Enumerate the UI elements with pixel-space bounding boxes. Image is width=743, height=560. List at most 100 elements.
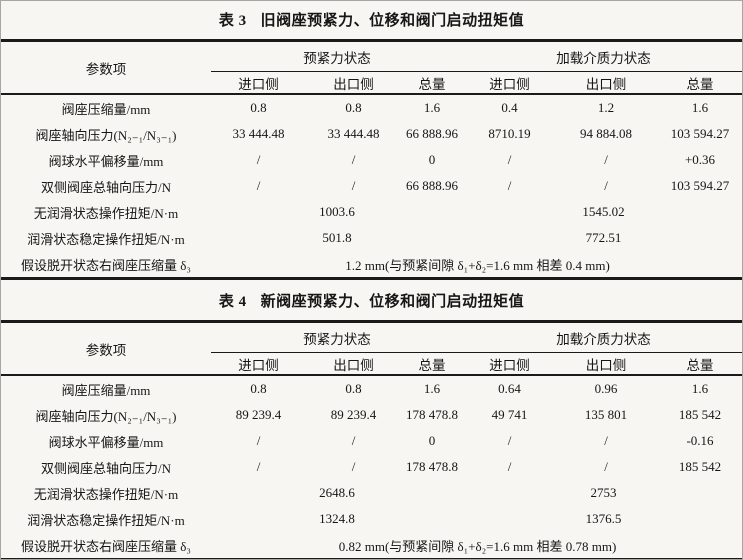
cell-value: / <box>256 152 261 167</box>
table-row: 双侧阀座总轴向压力/N / / 66 888.96 / / 103 594.27 <box>1 173 742 199</box>
col-header-outlet-preload: 出口侧 <box>306 352 401 376</box>
cell-value: 0.8 <box>250 381 267 396</box>
row-parameter-label: 阀座压缩量/mm <box>61 101 151 117</box>
media-load-state-group-header: 加载介质力状态 <box>463 40 742 72</box>
row-parameter-label: 双侧阀座总轴向压力/N <box>40 460 171 476</box>
col-header-inlet-media: 进口侧 <box>463 71 557 95</box>
row-parameter-label: 假设脱开状态右阀座压缩量 δ₃ <box>21 257 191 273</box>
cell-value: 0.96 <box>594 381 618 396</box>
table-row: 假设脱开状态右阀座压缩量 δ₃ 1.2 mm(与预紧间隙 δ₁+δ₂=1.6 mm… <box>1 251 742 279</box>
table-row: 无润滑状态操作扭矩/N·m 1003.6 1545.02 <box>1 199 742 225</box>
cell-value: 1.6 <box>691 100 709 115</box>
cell-value: 33 444.48 <box>232 126 285 141</box>
table4-number: 表 4 <box>218 294 247 310</box>
table-row: 阀座压缩量/mm 0.8 0.8 1.6 0.4 1.2 1.6 <box>1 94 742 121</box>
cell-value: / <box>256 178 261 193</box>
cell-value: / <box>604 178 608 193</box>
cell-value: 0 <box>428 433 436 448</box>
cell-value: 103 594.27 <box>670 178 730 193</box>
col-header-total-preload: 总量 <box>401 71 464 95</box>
cell-value: / <box>256 433 261 448</box>
row-parameter-label: 阀球水平偏移量/mm <box>48 434 164 450</box>
cell-value: 1324.8 <box>319 511 355 526</box>
cell-value: / <box>351 459 356 474</box>
cell-value: / <box>351 152 356 167</box>
cell-value: 1.6 <box>423 381 441 396</box>
row-parameter-label: 阀座压缩量/mm <box>61 382 151 398</box>
col-header-outlet-preload: 出口侧 <box>306 71 401 95</box>
col-header-total-media: 总量 <box>656 352 742 376</box>
col-header-total-media: 总量 <box>656 71 742 95</box>
table4-caption: 新阀座预紧力、位移和阀门启动扭矩值 <box>260 294 525 310</box>
preload-state-group-header: 预紧力状态 <box>211 321 464 353</box>
cell-value: 772.51 <box>585 230 622 245</box>
cell-value: 1376.5 <box>585 511 622 526</box>
table-row: 假设脱开状态右阀座压缩量 δ₃ 0.82 mm(与预紧间隙 δ₁+δ₂=1.6 m… <box>1 532 742 559</box>
cell-value: 0.82 mm(与预紧间隙 δ₁+δ₂=1.6 mm 相差 0.78 mm) <box>338 538 617 554</box>
cell-value: 89 239.4 <box>235 407 282 422</box>
cell-value: 1545.02 <box>582 204 625 219</box>
col-header-inlet-preload: 进口侧 <box>211 71 306 95</box>
cell-value: 178 478.8 <box>406 407 458 422</box>
cell-value: 1.6 <box>423 100 441 115</box>
cell-value: 66 888.96 <box>406 178 458 193</box>
param-column-header: 参数项 <box>1 321 211 376</box>
table-row: 阀球水平偏移量/mm / / 0 / / -0.16 <box>1 428 742 454</box>
cell-value: 1.6 <box>691 381 709 396</box>
cell-value: 0.8 <box>345 381 362 396</box>
table-row: 双侧阀座总轴向压力/N / / 178 478.8 / / 185 542 <box>1 454 742 480</box>
cell-value: 501.8 <box>322 230 352 245</box>
cell-value: 185 542 <box>678 459 722 474</box>
cell-value: / <box>507 178 512 193</box>
cell-value: 49 741 <box>491 407 528 422</box>
cell-value: 8710.19 <box>488 126 531 141</box>
cell-value: -0.16 <box>686 433 714 448</box>
cell-value: 89 239.4 <box>330 407 377 422</box>
cell-value: 103 594.27 <box>670 126 730 141</box>
col-header-outlet-media: 出口侧 <box>556 352 657 376</box>
cell-value: 0.4 <box>501 100 518 115</box>
cell-value: 2648.6 <box>319 485 355 500</box>
cell-value: / <box>351 178 356 193</box>
cell-value: 94 884.08 <box>580 126 633 141</box>
cell-value: / <box>604 433 608 448</box>
table3-caption: 旧阀座预紧力、位移和阀门启动扭矩值 <box>260 13 525 29</box>
table4-body: 阀座压缩量/mm 0.8 0.8 1.6 0.64 0.96 1.6 阀座轴向压力(N₂₋₁/… <box>1 375 742 559</box>
table-row: 阀座压缩量/mm 0.8 0.8 1.6 0.64 0.96 1.6 <box>1 375 742 402</box>
table-row: 阀座轴向压力(N₂₋₁/N₃₋₁) 33 444.48 33 444.48 66 88… <box>1 121 742 147</box>
row-parameter-label: 润滑状态稳定操作扭矩/N·m <box>27 231 185 247</box>
table-row: 无润滑状态操作扭矩/N·m 2648.6 2753 <box>1 480 742 506</box>
cell-value: 185 542 <box>678 407 722 422</box>
row-parameter-label: 阀球水平偏移量/mm <box>48 153 164 169</box>
cell-value: 135 801 <box>584 407 628 422</box>
row-parameter-label: 双侧阀座总轴向压力/N <box>40 179 171 195</box>
cell-value: / <box>604 459 608 474</box>
table-header-sub-row: 进口侧 出口侧 总量 进口侧 出口侧 总量 <box>1 352 742 376</box>
cell-value: 0.8 <box>250 100 267 115</box>
media-load-state-group-header: 加载介质力状态 <box>463 321 742 353</box>
col-header-inlet-preload: 进口侧 <box>211 352 306 376</box>
cell-value: 0.64 <box>498 381 521 396</box>
col-header-inlet-media: 进口侧 <box>463 352 557 376</box>
cell-value: / <box>507 152 512 167</box>
table-header-group-row: 参数项 预紧力状态 加载介质力状态 <box>1 321 742 376</box>
cell-value: / <box>351 433 356 448</box>
table3-title: 表 3 旧阀座预紧力、位移和阀门启动扭矩值 <box>1 10 742 32</box>
cell-value: 0.8 <box>345 100 362 115</box>
cell-value: 1.2 mm(与预紧间隙 δ₁+δ₂=1.6 mm 相差 0.4 mm) <box>345 257 610 273</box>
table-header-sub-row: 进口侧 出口侧 总量 进口侧 出口侧 总量 <box>1 71 742 95</box>
table-header-group-row: 参数项 预紧力状态 加载介质力状态 <box>1 40 742 95</box>
row-parameter-label: 润滑状态稳定操作扭矩/N·m <box>27 512 185 528</box>
row-parameter-label: 阀座轴向压力(N₂₋₁/N₃₋₁) <box>35 408 177 424</box>
cell-value: 178 478.8 <box>406 459 458 474</box>
cell-value: / <box>604 152 608 167</box>
cell-value: 33 444.48 <box>327 126 380 141</box>
cell-value: +0.36 <box>684 152 716 167</box>
col-header-outlet-media: 出口侧 <box>556 71 657 95</box>
cell-value: / <box>507 433 512 448</box>
row-parameter-label: 无润滑状态操作扭矩/N·m <box>33 205 179 221</box>
table-row: 润滑状态稳定操作扭矩/N·m 501.8 772.51 <box>1 225 742 251</box>
table3-body: 阀座压缩量/mm 0.8 0.8 1.6 0.4 1.2 1.6 阀座轴向压力(N₂₋₁/N₃… <box>1 94 742 279</box>
cell-value: 66 888.96 <box>406 126 458 141</box>
